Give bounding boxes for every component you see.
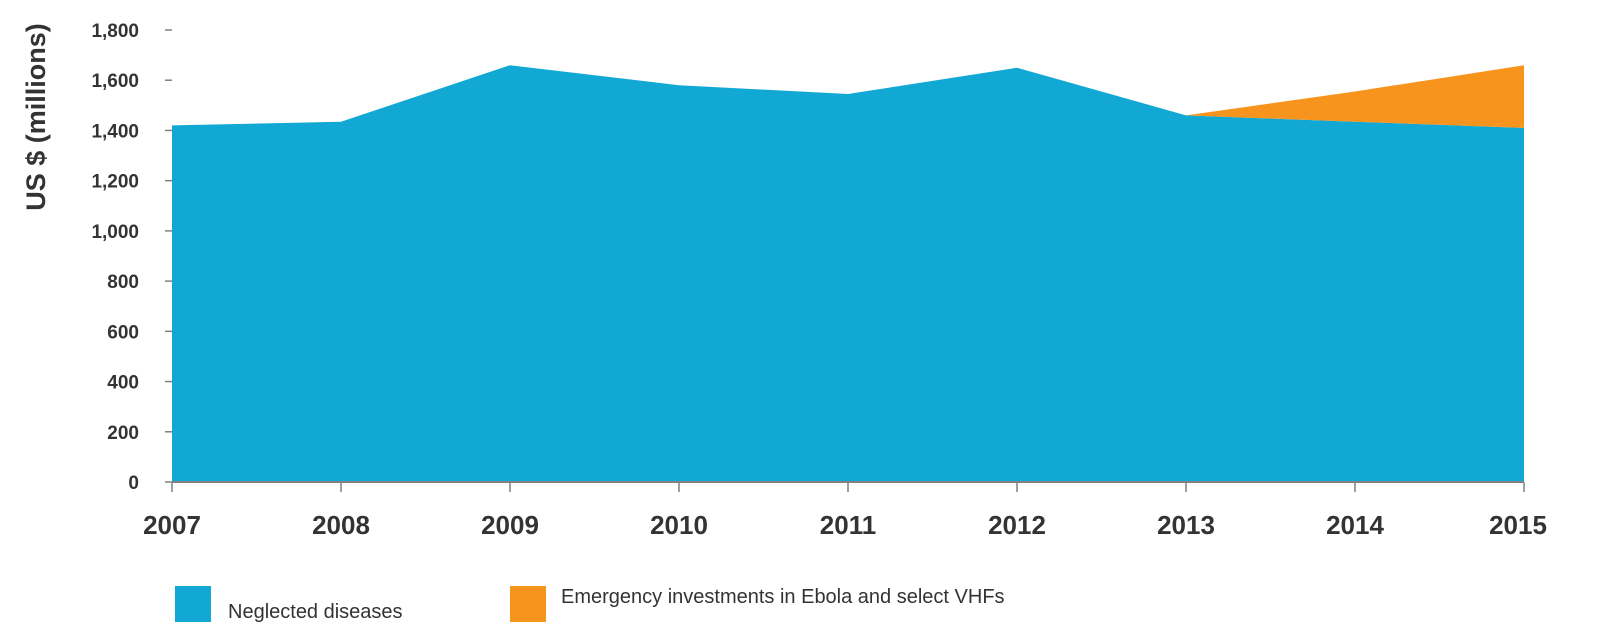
x-tick-label: 2008 [312, 510, 370, 540]
x-tick-label: 2013 [1157, 510, 1215, 540]
x-tick-label: 2011 [820, 510, 876, 540]
y-tick-label: 400 [107, 373, 139, 394]
y-tick-label: 1,600 [91, 71, 139, 92]
x-tick-label: 2010 [650, 510, 708, 540]
x-tick-label: 2014 [1326, 510, 1384, 540]
legend-label-emergency-investments: Emergency investments in Ebola and selec… [561, 586, 1005, 608]
x-tick-label: 2009 [481, 510, 539, 540]
area-series-0 [172, 65, 1524, 482]
y-tick-label: 1,200 [91, 172, 139, 193]
y-tick-label: 1,400 [91, 121, 139, 142]
x-tick-label: 2007 [143, 510, 201, 540]
area-series-1 [172, 65, 1524, 128]
x-axis: 2007 2008 2009 2010 2011 2012 2013 2014 2015 [143, 482, 1547, 540]
legend-swatch-emergency-investments [510, 586, 546, 622]
area-layer [172, 65, 1524, 482]
y-tick-label: 200 [107, 423, 139, 444]
legend: Neglected diseases Emergency investments… [175, 586, 1005, 623]
legend-label-neglected-diseases: Neglected diseases [228, 601, 403, 623]
x-tick-label: 2012 [988, 510, 1046, 540]
x-tick-label: 2015 [1489, 510, 1547, 540]
y-tick-label: 600 [107, 322, 139, 343]
y-tick-label: 1,800 [91, 21, 139, 42]
y-tick-label: 1,000 [91, 222, 139, 243]
y-axis: 0 200 400 600 800 1,000 1,200 1,400 1,600 1,800 [91, 21, 172, 494]
y-axis-label: US $ (millions) [21, 23, 51, 211]
y-tick-label: 0 [128, 473, 139, 494]
y-tick-label: 800 [107, 272, 139, 293]
legend-swatch-neglected-diseases [175, 586, 211, 622]
